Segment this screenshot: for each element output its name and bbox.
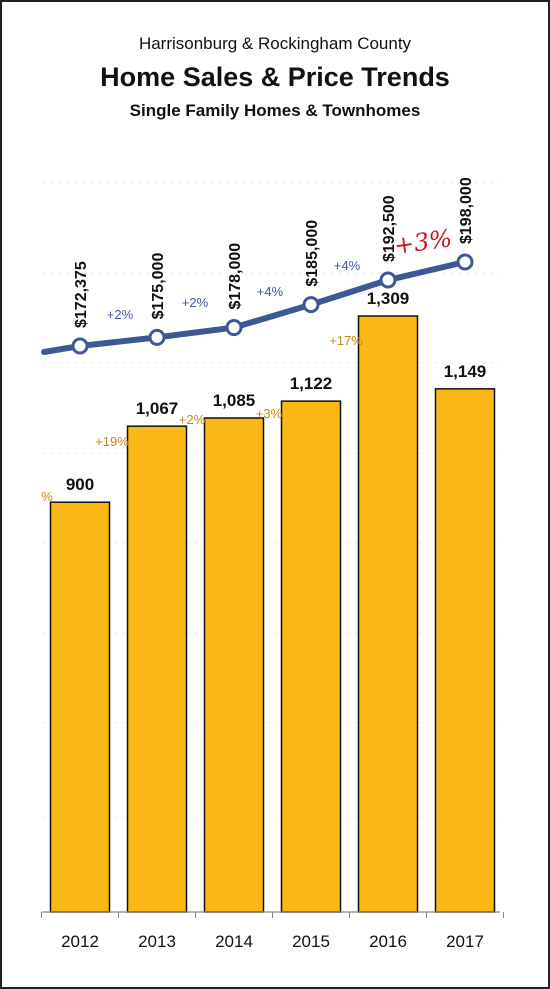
price-value-label-2014: $178,000	[227, 243, 244, 310]
bar-value-label-2015: 1,122	[290, 374, 333, 393]
chart-subtitle-secondary: Single Family Homes & Townhomes	[129, 101, 421, 120]
x-tick-label-2017: 2017	[446, 932, 484, 951]
price-value-label-2015: $185,000	[304, 220, 321, 287]
price-change-label-2: +4%	[257, 284, 284, 299]
bar-change-label-3: +3%	[256, 406, 283, 421]
chart-title: Home Sales & Price Trends	[100, 62, 450, 92]
price-value-label-2012: $172,375	[73, 261, 90, 328]
bar-2017	[434, 388, 496, 913]
bar-value-label-2014: 1,085	[213, 391, 256, 410]
x-tick-label-2013: 2013	[138, 932, 176, 951]
bar-value-label-2012: 900	[66, 475, 94, 494]
bar-value-label-2017: 1,149	[444, 362, 487, 381]
bar-2014	[203, 417, 265, 913]
chart-subtitle: Harrisonburg & Rockingham County	[138, 34, 412, 53]
x-tick-label-2016: 2016	[369, 932, 407, 951]
price-change-label-1: +2%	[182, 295, 209, 310]
x-tick-label-2015: 2015	[292, 932, 330, 951]
bar-change-label-0: %	[41, 489, 53, 504]
bar-value-label-2013: 1,067	[136, 399, 179, 418]
x-tick-label-2014: 2014	[215, 932, 253, 951]
price-value-label-2013: $175,000	[150, 253, 167, 320]
price-point-2012	[71, 337, 89, 355]
bar-2013	[126, 425, 188, 913]
price-point-2014	[225, 319, 243, 337]
handwritten-annotation: +3%	[392, 224, 454, 260]
price-change-label-0: +2%	[107, 307, 134, 322]
bar-2015	[280, 400, 342, 913]
price-change-label-3: +4%	[334, 258, 361, 273]
bar-change-label-4: +17%	[329, 333, 363, 348]
price-point-2015	[302, 296, 320, 314]
x-tick-label-2012: 2012	[61, 932, 99, 951]
bar-2016	[357, 315, 419, 913]
bar-change-label-1: +19%	[95, 434, 129, 449]
price-point-2016	[379, 271, 397, 289]
price-point-2013	[148, 328, 166, 346]
bar-2012	[49, 501, 111, 913]
price-point-2017	[456, 253, 474, 271]
price-value-label-2016: $192,500	[381, 195, 398, 262]
bar-change-label-2: +2%	[179, 412, 206, 427]
bar-value-label-2016: 1,309	[367, 289, 410, 308]
price-value-label-2017: $198,000	[458, 177, 475, 244]
